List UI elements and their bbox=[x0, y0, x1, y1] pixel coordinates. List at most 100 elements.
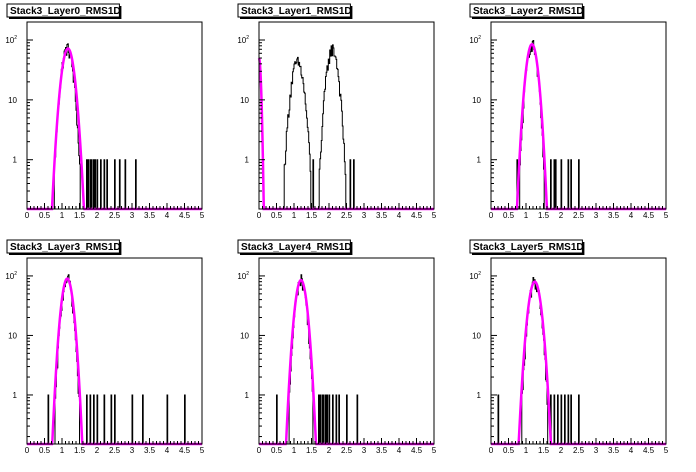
x-tick-label: 5 bbox=[432, 446, 437, 455]
title-box bbox=[6, 3, 120, 18]
x-tick-label: 0 bbox=[257, 211, 262, 220]
y-tick-exponent: 2 bbox=[246, 35, 249, 41]
y-tick-base: 1 bbox=[477, 391, 482, 400]
x-tick-label: 4.5 bbox=[411, 211, 423, 220]
chart-title: Stack3_Layer2_RMS1D bbox=[473, 6, 584, 17]
y-tick-exponent: 2 bbox=[478, 271, 481, 277]
x-tick-label: 3 bbox=[594, 211, 599, 220]
y-tick-base: 10 bbox=[5, 36, 14, 45]
y-tick-base: 1 bbox=[13, 156, 18, 165]
title-box bbox=[237, 3, 351, 18]
y-tick-label: 1 bbox=[477, 156, 482, 165]
y-tick-label: 102 bbox=[469, 35, 481, 45]
x-tick-label: 1.5 bbox=[538, 446, 550, 455]
y-tick-label: 102 bbox=[237, 271, 249, 281]
chart-title: Stack3_Layer3_RMS1D bbox=[10, 242, 121, 253]
x-tick-label: 3.5 bbox=[144, 446, 156, 455]
x-tick-label: 4 bbox=[629, 211, 634, 220]
x-tick-label: 2 bbox=[95, 211, 100, 220]
x-tick-label: 4.5 bbox=[179, 211, 191, 220]
x-tick-label: 3.5 bbox=[376, 446, 388, 455]
x-tick-label: 3.5 bbox=[376, 211, 388, 220]
y-tick-label: 1 bbox=[477, 391, 482, 400]
chart-panel-3: Stack3_Layer3_RMS1D 0 0.5 1 1.5 2 2.5 3 3.5 4 4.5 5… bbox=[5, 239, 205, 455]
x-tick-label: 1.5 bbox=[306, 446, 318, 455]
y-tick-label: 102 bbox=[5, 271, 17, 281]
x-tick-label: 2 bbox=[559, 211, 564, 220]
histogram-series bbox=[259, 44, 434, 210]
x-tick-label: 1.5 bbox=[306, 211, 318, 220]
x-tick-label: 4 bbox=[397, 211, 402, 220]
y-tick-exponent: 2 bbox=[14, 271, 17, 277]
x-tick-label: 1 bbox=[292, 446, 297, 455]
chart-title: Stack3_Layer0_RMS1D bbox=[10, 6, 121, 17]
x-tick-label: 5 bbox=[664, 211, 669, 220]
x-tick-label: 4.5 bbox=[643, 211, 655, 220]
x-tick-label: 0 bbox=[489, 211, 494, 220]
histogram-series bbox=[491, 277, 666, 445]
chart-panel-1: Stack3_Layer1_RMS1D 0 0.5 1 1.5 2 2.5 3 3.5 4 4.5 5… bbox=[237, 3, 437, 220]
y-tick-label: 10 bbox=[472, 96, 481, 105]
x-tick-label: 5 bbox=[432, 211, 437, 220]
y-tick-label: 102 bbox=[237, 35, 249, 45]
y-tick-label: 1 bbox=[245, 156, 250, 165]
x-tick-label: 0 bbox=[25, 211, 30, 220]
x-tick-label: 3.5 bbox=[144, 211, 156, 220]
y-tick-label: 10 bbox=[8, 331, 17, 340]
y-tick-label: 10 bbox=[472, 331, 481, 340]
y-tick-base: 10 bbox=[472, 331, 481, 340]
histogram-series bbox=[259, 274, 434, 445]
y-tick-label: 10 bbox=[8, 96, 17, 105]
x-tick-label: 2.5 bbox=[341, 446, 353, 455]
x-tick-label: 1 bbox=[524, 211, 529, 220]
x-tick-label: 4.5 bbox=[179, 446, 191, 455]
x-tick-label: 3 bbox=[130, 211, 135, 220]
x-tick-label: 0 bbox=[25, 446, 30, 455]
chart-title: Stack3_Layer4_RMS1D bbox=[241, 242, 352, 253]
x-tick-label: 0.5 bbox=[271, 446, 283, 455]
chart-title: Stack3_Layer5_RMS1D bbox=[473, 242, 584, 253]
y-tick-exponent: 2 bbox=[14, 35, 17, 41]
x-tick-label: 0.5 bbox=[271, 211, 283, 220]
y-tick-base: 10 bbox=[469, 36, 478, 45]
x-tick-label: 2 bbox=[327, 211, 332, 220]
chart-panel-2: Stack3_Layer2_RMS1D 0 0.5 1 1.5 2 2.5 3 3.5 4 4.5 5… bbox=[469, 3, 669, 220]
y-tick-label: 102 bbox=[5, 35, 17, 45]
x-tick-label: 5 bbox=[200, 211, 205, 220]
x-tick-label: 4.5 bbox=[411, 446, 423, 455]
x-tick-label: 1 bbox=[524, 446, 529, 455]
chart-panel-4: Stack3_Layer4_RMS1D 0 0.5 1 1.5 2 2.5 3 3.5 4 4.5 5… bbox=[237, 239, 437, 455]
y-tick-base: 1 bbox=[13, 391, 18, 400]
y-tick-label: 10 bbox=[240, 331, 249, 340]
x-tick-label: 2.5 bbox=[109, 446, 121, 455]
x-tick-label: 3 bbox=[362, 446, 367, 455]
x-tick-label: 2.5 bbox=[573, 211, 585, 220]
title-box bbox=[6, 239, 120, 254]
y-tick-base: 10 bbox=[240, 96, 249, 105]
x-tick-label: 4 bbox=[165, 211, 170, 220]
x-tick-label: 2 bbox=[327, 446, 332, 455]
x-tick-label: 3 bbox=[130, 446, 135, 455]
x-tick-label: 4 bbox=[629, 446, 634, 455]
x-tick-label: 4.5 bbox=[643, 446, 655, 455]
y-tick-label: 1 bbox=[245, 391, 250, 400]
y-tick-base: 10 bbox=[8, 96, 17, 105]
x-tick-label: 1 bbox=[60, 211, 65, 220]
y-tick-base: 10 bbox=[5, 272, 14, 281]
x-tick-label: 2.5 bbox=[573, 446, 585, 455]
y-tick-exponent: 2 bbox=[478, 35, 481, 41]
y-tick-base: 10 bbox=[472, 96, 481, 105]
x-tick-label: 0 bbox=[257, 446, 262, 455]
x-tick-label: 3 bbox=[362, 211, 367, 220]
x-tick-label: 1 bbox=[292, 211, 297, 220]
y-tick-label: 102 bbox=[469, 271, 481, 281]
y-tick-base: 10 bbox=[469, 272, 478, 281]
x-tick-label: 1.5 bbox=[74, 211, 86, 220]
y-tick-label: 1 bbox=[13, 391, 18, 400]
x-tick-label: 0.5 bbox=[39, 211, 51, 220]
y-tick-base: 1 bbox=[477, 156, 482, 165]
chart-panel-0: Stack3_Layer0_RMS1D 0 0.5 1 1.5 2 2.5 3 3.5 4 4.5 5… bbox=[5, 3, 205, 220]
x-tick-label: 0.5 bbox=[503, 446, 515, 455]
chart-panel-5: Stack3_Layer5_RMS1D 0 0.5 1 1.5 2 2.5 3 3.5 4 4.5 5… bbox=[469, 239, 669, 455]
